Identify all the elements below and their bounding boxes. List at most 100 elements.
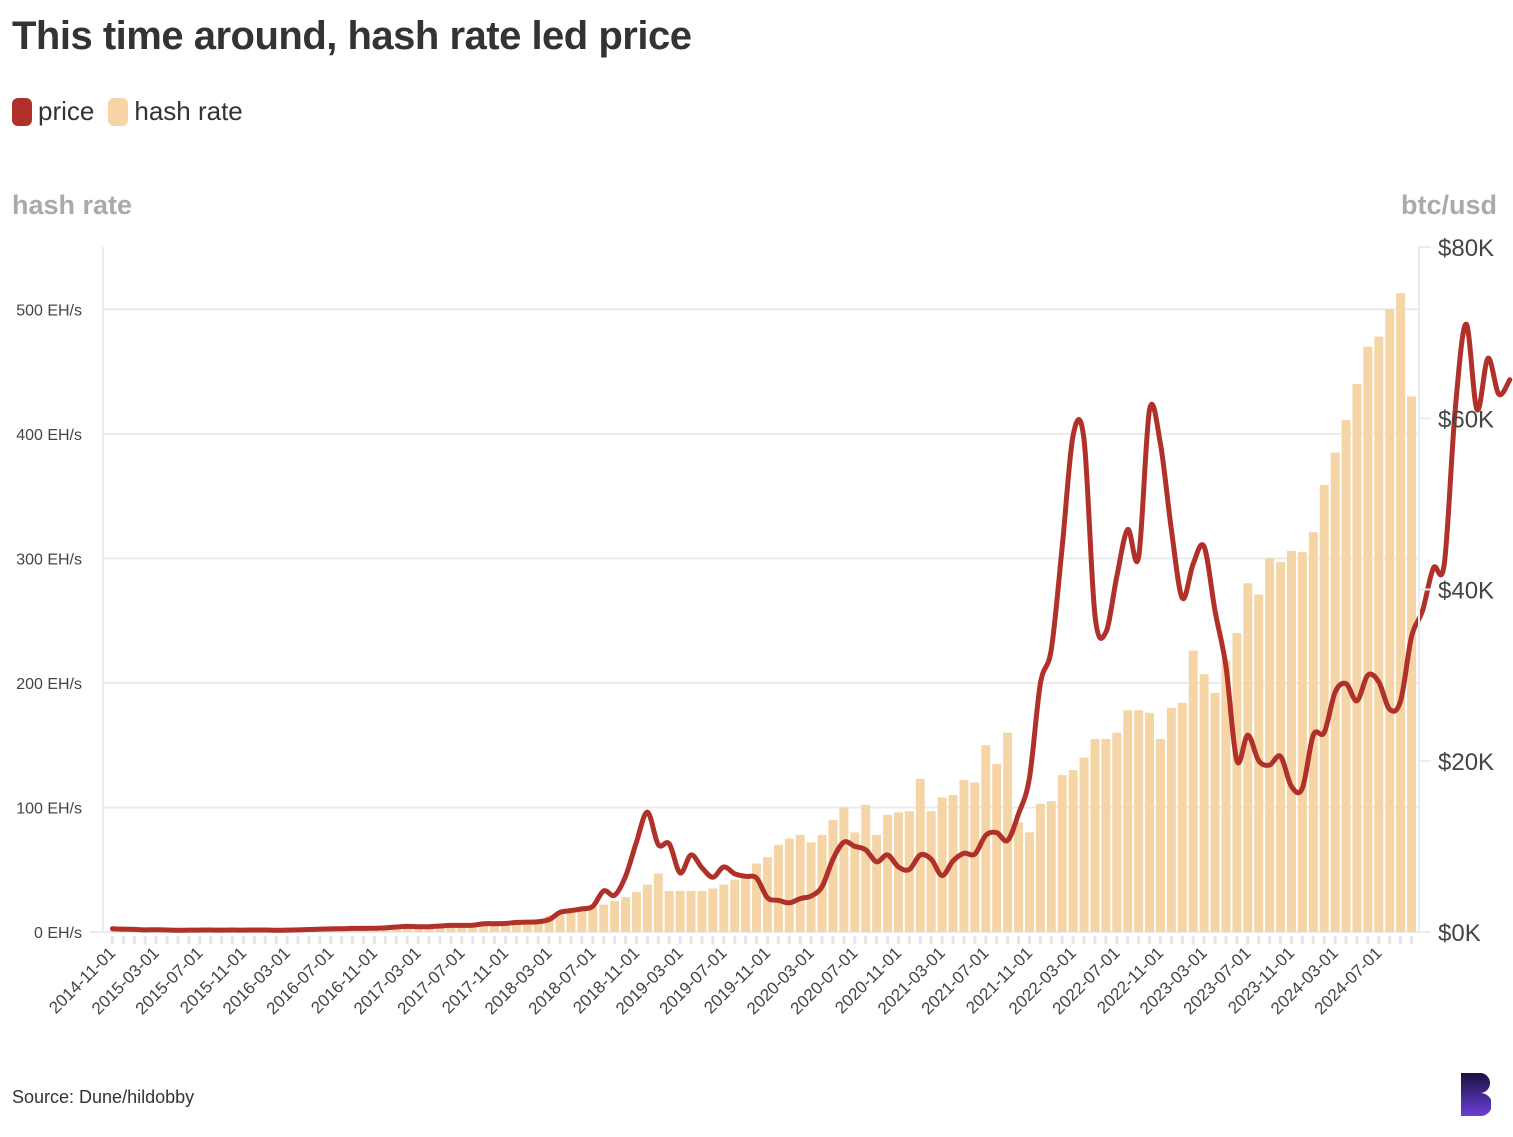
hash-rate-bar xyxy=(719,884,729,932)
hash-rate-bar xyxy=(1243,583,1253,932)
hash-rate-bar xyxy=(1177,702,1187,932)
hash-rate-bar xyxy=(533,919,543,932)
hash-rate-bar xyxy=(1090,738,1100,932)
hash-rate-bar xyxy=(1265,558,1275,932)
hash-rate-bar xyxy=(806,842,816,932)
hash-rate-bar xyxy=(653,873,663,932)
legend-item-price[interactable]: price xyxy=(12,96,94,127)
hash-rate-bar xyxy=(500,923,510,932)
hash-rate-bar xyxy=(1068,770,1078,932)
hash-rate-bar xyxy=(457,927,467,932)
hash-rate-bar xyxy=(1407,396,1417,932)
hash-rate-bar xyxy=(631,892,641,932)
hash-rate-bar xyxy=(369,929,379,932)
hash-rate-bar xyxy=(1385,309,1395,933)
hash-rate-bar xyxy=(424,928,434,932)
hash-rate-bar xyxy=(1276,562,1286,932)
hash-rate-bar xyxy=(752,863,762,932)
hash-rate-bar xyxy=(566,912,576,932)
hash-rate-bar xyxy=(861,804,871,932)
hash-rate-bar xyxy=(1232,633,1242,932)
chart-title: This time around, hash rate led price xyxy=(12,14,692,58)
hash-rate-bar xyxy=(850,832,860,932)
hash-rate-bar xyxy=(1286,550,1296,932)
hash-rate-bar xyxy=(118,931,128,933)
right-tick-label: $60K xyxy=(1438,406,1494,433)
hash-rate-bar xyxy=(577,909,587,932)
hash-rate-bar xyxy=(107,931,117,933)
hash-rate-bar xyxy=(893,812,903,932)
hash-rate-bar xyxy=(1297,552,1307,932)
hash-rate-bar xyxy=(490,923,500,932)
hash-rate-bar xyxy=(391,929,401,932)
hash-rate-bar xyxy=(522,922,532,932)
hash-rate-bar xyxy=(795,834,805,932)
hash-rate-bars xyxy=(107,293,1417,933)
hash-rate-bar xyxy=(1134,710,1144,932)
legend-swatch-price xyxy=(12,97,32,126)
left-tick-label: 300 EH/s xyxy=(16,551,82,568)
hash-rate-bar xyxy=(544,915,554,932)
source-note: Source: Dune/hildobby xyxy=(12,1087,195,1107)
hash-rate-bar xyxy=(926,811,936,932)
hash-rate-bar xyxy=(1101,738,1111,932)
left-tick-label: 500 EH/s xyxy=(16,302,82,319)
hash-rate-bar xyxy=(708,888,718,932)
legend: price hash rate xyxy=(12,96,257,127)
axes xyxy=(90,246,1431,933)
left-tick-label: 400 EH/s xyxy=(16,427,82,444)
hash-rate-bar xyxy=(1166,707,1176,932)
hash-rate-bar xyxy=(1003,732,1013,932)
hash-rate-bar xyxy=(1352,384,1362,932)
hash-rate-bar xyxy=(129,931,139,933)
hash-rate-bar xyxy=(599,904,609,932)
legend-swatch-hash-rate xyxy=(108,97,129,126)
hash-rate-bar xyxy=(1396,293,1406,933)
hash-rate-bar xyxy=(872,834,882,932)
hash-rate-bar xyxy=(555,914,565,932)
hash-rate-bar xyxy=(435,927,445,932)
left-tick-label: 200 EH/s xyxy=(16,676,82,693)
hash-rate-bar xyxy=(992,763,1002,932)
hash-rate-bar xyxy=(380,929,390,932)
price-line xyxy=(109,321,1513,933)
hash-rate-bar xyxy=(730,879,740,932)
hash-rate-bar xyxy=(970,782,980,932)
hash-rate-bar xyxy=(1046,801,1056,932)
hash-rate-bar xyxy=(1341,420,1351,932)
right-tick-label: $20K xyxy=(1438,749,1494,776)
hash-rate-bar xyxy=(686,890,696,932)
hash-rate-bar xyxy=(1112,732,1122,932)
hash-rate-bar xyxy=(1145,712,1155,932)
hash-rate-bar xyxy=(621,897,631,932)
right-tick-label: $40K xyxy=(1438,578,1494,605)
x-axis-ticks xyxy=(110,936,1414,944)
hash-rate-bar xyxy=(413,928,423,932)
hash-rate-bar xyxy=(959,780,969,932)
hash-rate-bar xyxy=(1188,650,1198,932)
hash-rate-bar xyxy=(1374,336,1384,932)
hash-rate-bar xyxy=(642,884,652,932)
hash-rate-bar xyxy=(1319,484,1329,932)
hash-rate-bar xyxy=(1363,346,1373,932)
hash-rate-bar xyxy=(1199,674,1209,932)
hash-rate-bar xyxy=(784,838,794,932)
hash-rate-bar xyxy=(773,844,783,932)
hash-rate-bar xyxy=(741,875,751,932)
hash-rate-bar xyxy=(1123,710,1133,932)
hash-rate-bar xyxy=(664,890,674,932)
legend-label-hash-rate: hash rate xyxy=(134,96,243,126)
hash-rate-bar xyxy=(1035,803,1045,932)
hash-rate-bar xyxy=(839,807,849,932)
right-axis-title: btc/usd xyxy=(1400,190,1497,220)
hash-rate-bar xyxy=(828,819,838,932)
hash-rate-bar xyxy=(511,922,521,932)
hash-rate-bar xyxy=(675,890,685,932)
legend-item-hash-rate[interactable]: hash rate xyxy=(108,96,243,127)
hash-rate-bar xyxy=(937,797,947,932)
hash-rate-bar xyxy=(1221,660,1231,932)
hash-rate-bar xyxy=(1155,738,1165,932)
left-tick-label: 0 EH/s xyxy=(34,925,82,942)
hash-rate-bar xyxy=(1210,692,1220,932)
